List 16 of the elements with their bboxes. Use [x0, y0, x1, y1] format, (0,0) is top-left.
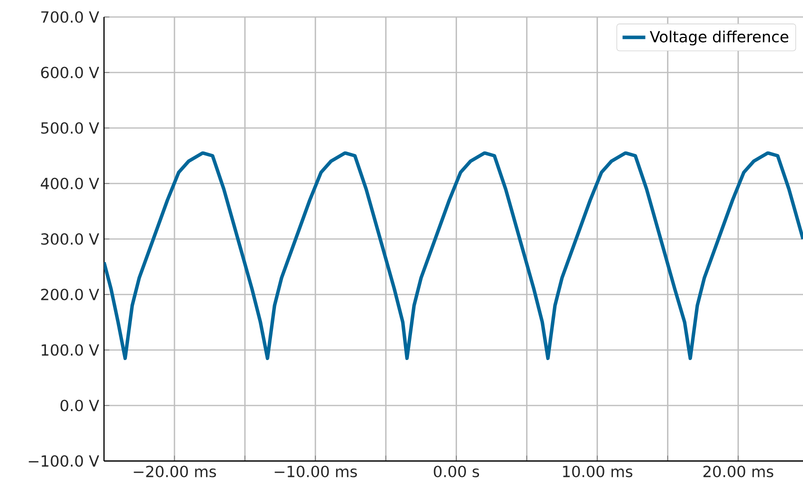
- x-tick-label: 10.00 ms: [563, 466, 632, 478]
- y-tick-label: 300.0 V: [41, 233, 100, 245]
- line-series: [104, 151, 803, 360]
- legend-label: Voltage difference: [650, 30, 788, 46]
- y-tick-label: 500.0 V: [41, 122, 100, 134]
- y-tick-label: 600.0 V: [41, 66, 100, 78]
- y-tick-label: 400.0 V: [40, 178, 100, 190]
- x-tick-label: −10.00 ms: [274, 466, 357, 478]
- x-tick-label: 0.00 s: [434, 466, 480, 478]
- y-tick-label: 100.0 V: [42, 344, 100, 356]
- y-tick-label: 200.0 V: [41, 288, 100, 300]
- y-tick-label: 700.0 V: [41, 11, 100, 23]
- y-tick-label: 0.0 V: [60, 400, 100, 412]
- x-tick-label: −20.00 ms: [134, 466, 216, 478]
- y-tick-label: −100.0 V: [28, 455, 100, 467]
- x-tick-label: 20.00 ms: [703, 466, 774, 478]
